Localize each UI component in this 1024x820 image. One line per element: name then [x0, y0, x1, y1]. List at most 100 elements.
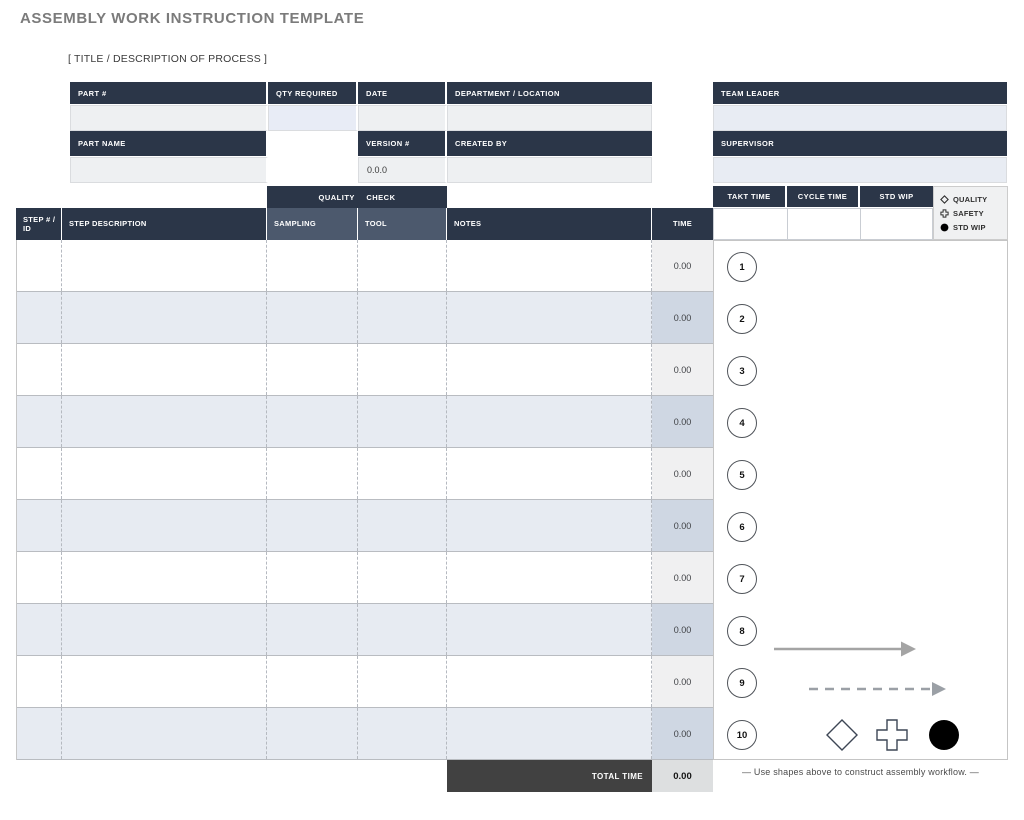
cell-sampling[interactable]	[267, 396, 358, 447]
workflow-step-circle[interactable]: 4	[727, 408, 757, 438]
cell-notes[interactable]	[447, 604, 652, 655]
workflow-step-circle[interactable]: 6	[727, 512, 757, 542]
cell-step-id[interactable]	[17, 708, 62, 759]
cell-tool[interactable]	[358, 552, 447, 603]
workflow-step-circle[interactable]: 9	[727, 668, 757, 698]
cell-step-id[interactable]	[17, 292, 62, 343]
cell-step-id[interactable]	[17, 656, 62, 707]
cell-time[interactable]: 0.00	[652, 500, 713, 551]
part-number-field[interactable]	[70, 105, 268, 131]
cell-step-description[interactable]	[62, 656, 267, 707]
workflow-step-circle[interactable]: 5	[727, 460, 757, 490]
cell-sampling[interactable]	[267, 292, 358, 343]
cell-sampling[interactable]	[267, 656, 358, 707]
cell-time[interactable]: 0.00	[652, 240, 713, 291]
date-field[interactable]	[358, 105, 447, 131]
cell-time[interactable]: 0.00	[652, 604, 713, 655]
version-field[interactable]: 0.0.0	[358, 157, 447, 183]
cell-step-description[interactable]	[62, 292, 267, 343]
cell-sampling[interactable]	[267, 448, 358, 499]
workflow-step-circle[interactable]: 7	[727, 564, 757, 594]
workflow-step-circle[interactable]: 1	[727, 252, 757, 282]
diamond-outline-icon	[940, 194, 949, 204]
cell-tool[interactable]	[358, 604, 447, 655]
shape-legend: QUALITY SAFETY STD WIP	[933, 186, 1008, 240]
cell-notes[interactable]	[447, 448, 652, 499]
cell-sampling[interactable]	[267, 708, 358, 759]
cell-sampling[interactable]	[267, 552, 358, 603]
cell-notes[interactable]	[447, 344, 652, 395]
cell-time[interactable]: 0.00	[652, 344, 713, 395]
table-row: 0.00	[17, 552, 713, 604]
created-by-label: CREATED BY	[447, 131, 652, 157]
cell-tool[interactable]	[358, 448, 447, 499]
cell-notes[interactable]	[447, 708, 652, 759]
cell-step-description[interactable]	[62, 500, 267, 551]
cell-step-description[interactable]	[62, 448, 267, 499]
steps-table-headers: STEP # / ID STEP DESCRIPTION SAMPLING TO…	[16, 208, 713, 240]
cell-notes[interactable]	[447, 396, 652, 447]
cell-time[interactable]: 0.00	[652, 396, 713, 447]
cell-tool[interactable]	[358, 396, 447, 447]
supervisor-field[interactable]	[713, 157, 1007, 183]
cell-tool[interactable]	[358, 656, 447, 707]
cell-step-id[interactable]	[17, 500, 62, 551]
cell-sampling[interactable]	[267, 500, 358, 551]
solid-arrow-icon[interactable]	[774, 641, 916, 657]
workflow-step-circle[interactable]: 2	[727, 304, 757, 334]
quality-check-group-header: QUALITY CHECK	[267, 186, 447, 208]
cell-notes[interactable]	[447, 552, 652, 603]
cell-step-description[interactable]	[62, 708, 267, 759]
cell-time[interactable]: 0.00	[652, 292, 713, 343]
cell-step-description[interactable]	[62, 604, 267, 655]
cell-step-id[interactable]	[17, 344, 62, 395]
workflow-step-circle[interactable]: 10	[727, 720, 757, 750]
created-by-field[interactable]	[447, 157, 652, 183]
cell-tool[interactable]	[358, 292, 447, 343]
cross-outline-shape[interactable]	[876, 719, 908, 751]
cell-time[interactable]: 0.00	[652, 656, 713, 707]
cell-step-id[interactable]	[17, 240, 62, 291]
cell-tool[interactable]	[358, 708, 447, 759]
cell-step-id[interactable]	[17, 448, 62, 499]
cell-notes[interactable]	[447, 656, 652, 707]
cell-notes[interactable]	[447, 292, 652, 343]
dashed-arrow-icon[interactable]	[809, 682, 946, 696]
cell-tool[interactable]	[358, 500, 447, 551]
cell-time[interactable]: 0.00	[652, 448, 713, 499]
cell-time[interactable]: 0.00	[652, 708, 713, 759]
process-title-placeholder[interactable]: [ TITLE / DESCRIPTION OF PROCESS ]	[68, 53, 268, 65]
cell-notes[interactable]	[447, 240, 652, 291]
workflow-step-circle[interactable]: 3	[727, 356, 757, 386]
cell-step-id[interactable]	[17, 604, 62, 655]
takt-time-field[interactable]	[713, 208, 787, 240]
cell-step-id[interactable]	[17, 396, 62, 447]
std-wip-field[interactable]	[860, 208, 933, 240]
cell-sampling[interactable]	[267, 240, 358, 291]
table-row: 0.00	[17, 604, 713, 656]
filled-circle-shape[interactable]	[929, 720, 959, 750]
metrics-values	[713, 208, 935, 240]
cell-step-description[interactable]	[62, 344, 267, 395]
cycle-time-field[interactable]	[787, 208, 860, 240]
cell-sampling[interactable]	[267, 344, 358, 395]
cell-step-id[interactable]	[17, 552, 62, 603]
cell-step-description[interactable]	[62, 552, 267, 603]
part-number-label: PART #	[70, 82, 268, 105]
cell-step-description[interactable]	[62, 396, 267, 447]
part-name-field[interactable]	[70, 157, 268, 183]
cell-notes[interactable]	[447, 500, 652, 551]
column-header-step-id: STEP # / ID	[16, 208, 62, 240]
diamond-outline-shape[interactable]	[826, 719, 858, 751]
qty-required-field[interactable]	[268, 105, 358, 131]
cell-sampling[interactable]	[267, 604, 358, 655]
cell-time[interactable]: 0.00	[652, 552, 713, 603]
department-field[interactable]	[447, 105, 652, 131]
team-leader-field[interactable]	[713, 105, 1007, 131]
cell-tool[interactable]	[358, 344, 447, 395]
workflow-step-circle[interactable]: 8	[727, 616, 757, 646]
total-time-value[interactable]: 0.00	[652, 760, 713, 792]
total-time-label: TOTAL TIME	[447, 760, 652, 792]
cell-tool[interactable]	[358, 240, 447, 291]
cell-step-description[interactable]	[62, 240, 267, 291]
